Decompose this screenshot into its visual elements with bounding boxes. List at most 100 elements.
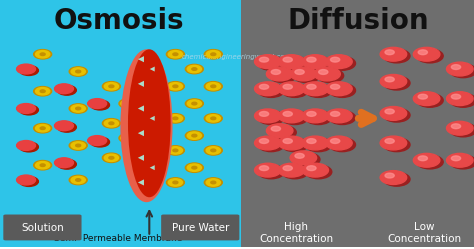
Circle shape — [192, 166, 197, 169]
Circle shape — [278, 109, 305, 123]
Circle shape — [187, 132, 201, 139]
Circle shape — [185, 163, 203, 172]
Circle shape — [36, 124, 50, 132]
Circle shape — [173, 149, 178, 152]
Circle shape — [329, 138, 356, 152]
Circle shape — [290, 151, 317, 165]
Circle shape — [204, 178, 222, 187]
Circle shape — [255, 55, 281, 68]
Circle shape — [36, 88, 50, 95]
Circle shape — [329, 57, 356, 70]
FancyBboxPatch shape — [161, 215, 239, 240]
Circle shape — [330, 139, 340, 143]
Circle shape — [383, 49, 410, 63]
Circle shape — [271, 126, 281, 131]
Circle shape — [185, 64, 203, 74]
Circle shape — [168, 51, 182, 58]
Circle shape — [255, 136, 281, 150]
Circle shape — [34, 87, 52, 96]
Circle shape — [283, 84, 292, 89]
Circle shape — [326, 109, 352, 123]
Circle shape — [88, 136, 107, 145]
Circle shape — [40, 90, 45, 93]
Circle shape — [211, 149, 216, 152]
Circle shape — [36, 162, 50, 169]
Circle shape — [102, 153, 120, 163]
Circle shape — [40, 53, 45, 56]
Circle shape — [168, 115, 182, 122]
Circle shape — [76, 179, 81, 181]
Circle shape — [34, 124, 52, 133]
Circle shape — [206, 179, 220, 186]
Circle shape — [206, 115, 220, 122]
Circle shape — [69, 141, 87, 150]
Circle shape — [104, 120, 118, 127]
Text: Solution: Solution — [21, 223, 64, 233]
Text: Osmosis: Osmosis — [53, 7, 184, 35]
Circle shape — [305, 84, 332, 97]
Circle shape — [447, 121, 473, 135]
Circle shape — [104, 154, 118, 162]
Circle shape — [380, 171, 407, 185]
Circle shape — [102, 119, 120, 128]
Circle shape — [55, 121, 73, 131]
Circle shape — [283, 112, 292, 116]
Circle shape — [383, 76, 410, 90]
Circle shape — [282, 138, 308, 152]
Circle shape — [383, 138, 410, 152]
Circle shape — [204, 50, 222, 59]
Circle shape — [295, 69, 304, 74]
Circle shape — [447, 92, 473, 106]
Text: Low
Concentration: Low Concentration — [387, 222, 461, 244]
Circle shape — [168, 147, 182, 154]
Circle shape — [211, 181, 216, 184]
Circle shape — [305, 57, 332, 70]
Circle shape — [19, 177, 38, 187]
Circle shape — [305, 165, 332, 179]
Circle shape — [109, 157, 114, 159]
Circle shape — [204, 82, 222, 91]
Circle shape — [40, 127, 45, 129]
Circle shape — [204, 114, 222, 123]
Circle shape — [413, 47, 440, 61]
Circle shape — [326, 82, 352, 96]
Circle shape — [329, 111, 356, 124]
Circle shape — [418, 50, 428, 55]
Circle shape — [102, 82, 120, 91]
Circle shape — [69, 175, 87, 185]
Circle shape — [450, 93, 474, 107]
Circle shape — [71, 142, 85, 149]
Circle shape — [385, 139, 394, 143]
Circle shape — [121, 134, 135, 142]
Circle shape — [258, 165, 284, 179]
Circle shape — [295, 153, 304, 158]
Circle shape — [326, 55, 352, 68]
Bar — [0, 0, 241, 247]
Circle shape — [57, 122, 76, 132]
Text: Diffusion: Diffusion — [287, 7, 428, 35]
Circle shape — [451, 156, 461, 161]
Circle shape — [307, 84, 316, 89]
Circle shape — [17, 175, 36, 185]
Circle shape — [283, 166, 292, 171]
Circle shape — [380, 74, 407, 88]
Circle shape — [451, 124, 461, 129]
Circle shape — [166, 146, 184, 155]
Circle shape — [380, 107, 407, 120]
Circle shape — [413, 92, 440, 106]
Text: chemicalengineeringworld.com: chemicalengineeringworld.com — [182, 54, 292, 60]
Circle shape — [307, 166, 316, 171]
Circle shape — [19, 65, 38, 75]
Circle shape — [17, 104, 36, 114]
Circle shape — [307, 57, 316, 62]
Circle shape — [330, 57, 340, 62]
Circle shape — [211, 117, 216, 120]
Circle shape — [173, 53, 178, 56]
Circle shape — [69, 67, 87, 76]
Circle shape — [259, 139, 269, 143]
Circle shape — [293, 69, 320, 83]
Circle shape — [307, 112, 316, 116]
Circle shape — [293, 153, 320, 166]
Circle shape — [76, 70, 81, 73]
Circle shape — [451, 65, 461, 69]
